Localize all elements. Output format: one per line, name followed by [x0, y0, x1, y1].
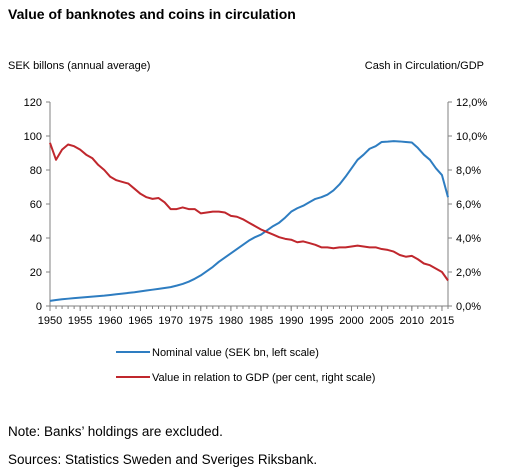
x-tick-label: 2015 — [430, 315, 454, 327]
left-tick-label: 100 — [24, 131, 42, 143]
left-tick-label: 60 — [30, 199, 42, 211]
right-tick-label: 0,0% — [456, 301, 481, 313]
x-tick-label: 1985 — [249, 315, 273, 327]
right-tick-label: 10,0% — [456, 131, 487, 143]
legend-label: Nominal value (SEK bn, left scale) — [152, 347, 319, 359]
left-tick-label: 0 — [36, 301, 42, 313]
x-tick-label: 1990 — [279, 315, 303, 327]
series-line-value-to-gdp — [49, 142, 449, 282]
x-tick-label: 2010 — [400, 315, 424, 327]
x-tick-label: 1960 — [98, 315, 122, 327]
left-axis-unit-label: SEK billons (annual average) — [8, 60, 151, 72]
legend-label: Value in relation to GDP (per cent, righ… — [152, 372, 375, 384]
chart-title: Value of banknotes and coins in circulat… — [8, 6, 296, 22]
chart-canvas: 0 20 40 60 80 100 120 0,0% 2,0% 4,0% 6,0% 8,0% 10,0%… — [24, 97, 488, 384]
left-tick-label: 80 — [30, 165, 42, 177]
x-tick-label: 1995 — [309, 315, 333, 327]
x-tick-label: 2000 — [339, 315, 363, 327]
right-tick-label: 2,0% — [456, 267, 481, 279]
sources-note: Sources: Statistics Sweden and Sveriges … — [8, 452, 318, 467]
right-tick-label: 4,0% — [456, 233, 481, 245]
x-tick-label: 1965 — [128, 315, 152, 327]
x-tick-label: 1970 — [158, 315, 182, 327]
x-tick-label: 1980 — [219, 315, 243, 327]
series-line-nominal-value — [49, 140, 449, 302]
x-tick-label: 1975 — [189, 315, 213, 327]
right-axis-unit-label: Cash in Circulation/GDP — [364, 60, 484, 72]
right-tick-label: 8,0% — [456, 165, 481, 177]
left-tick-label: 20 — [30, 267, 42, 279]
left-tick-label: 120 — [24, 97, 42, 109]
left-tick-label: 40 — [30, 233, 42, 245]
right-tick-label: 12,0% — [456, 97, 487, 109]
x-tick-label: 1950 — [38, 315, 62, 327]
x-tick-label: 2005 — [369, 315, 393, 327]
right-tick-label: 6,0% — [456, 199, 481, 211]
footnote: Note: Banks’ holdings are excluded. — [8, 424, 223, 439]
x-tick-label: 1955 — [68, 315, 92, 327]
